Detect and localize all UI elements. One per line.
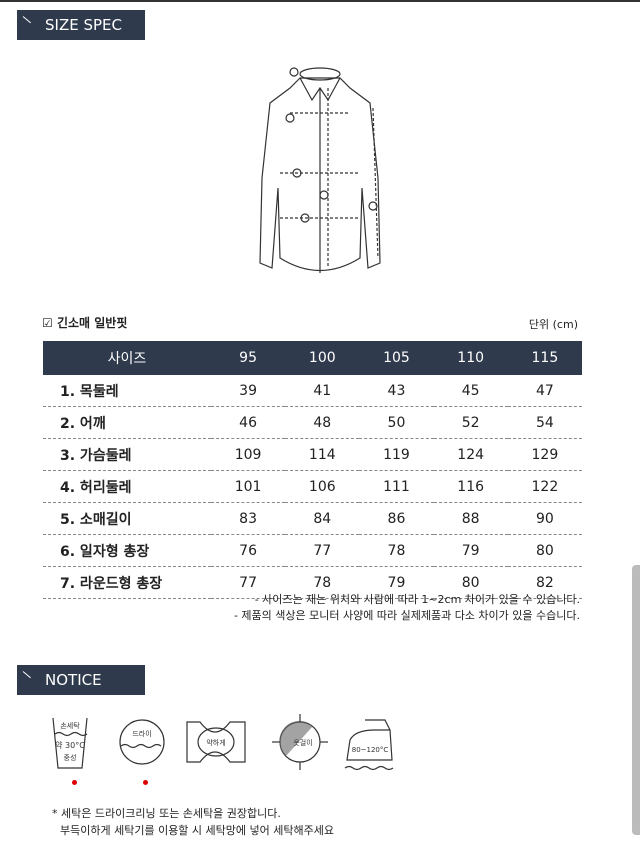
scrollbar[interactable] bbox=[632, 565, 640, 835]
hanger-dry-icon: 옷걸이 bbox=[272, 714, 328, 770]
table-row: 4. 허리둘레 101 106 111 116 122 bbox=[43, 470, 582, 503]
cell-value: 79 bbox=[433, 534, 508, 567]
table-row: 7. 라운드형 총장 77 78 79 80 82 bbox=[43, 566, 582, 599]
note: - 사이즈는 재는 위치와 사람에 따라 1~2cm 차이가 있을 수 있습니다… bbox=[254, 593, 580, 606]
table-row: 2. 어깨 46 48 50 52 54 bbox=[43, 406, 582, 439]
table-row: 1. 목둘레 39 41 43 45 47 bbox=[43, 375, 582, 407]
hand-wash-label: 손세탁 bbox=[60, 721, 80, 730]
column-header: 사이즈 bbox=[43, 341, 211, 375]
cell-value: 109 bbox=[211, 438, 286, 471]
recommended-dot bbox=[72, 780, 77, 785]
slash-icon bbox=[22, 16, 31, 24]
cell-value: 111 bbox=[359, 470, 434, 503]
iron-label: 80~120°C bbox=[352, 746, 389, 754]
cell-value: 129 bbox=[507, 438, 582, 471]
row-label: 2. 어깨 bbox=[43, 406, 211, 439]
cell-value: 124 bbox=[433, 438, 508, 471]
iron-icon: 80~120°C bbox=[344, 719, 394, 771]
column-header: 110 bbox=[433, 341, 508, 375]
table-row: 3. 가슴둘레 109 114 119 124 129 bbox=[43, 438, 582, 471]
size-notes: - 사이즈는 재는 위치와 사람에 따라 1~2cm 차이가 있을 수 있습니다… bbox=[234, 592, 580, 624]
cell-value: 116 bbox=[433, 470, 508, 503]
cell-value: 47 bbox=[507, 375, 582, 407]
cell-value: 78 bbox=[359, 534, 434, 567]
cell-value: 82 bbox=[507, 566, 582, 599]
care-line: 부득이하게 세탁기를 이용할 시 세탁망에 넣어 세탁해주세요 bbox=[60, 824, 334, 837]
recommended-dot bbox=[143, 780, 148, 785]
cell-value: 106 bbox=[285, 470, 360, 503]
cell-value: 45 bbox=[433, 375, 508, 407]
note: - 제품의 색상은 모니터 사양에 따라 실제제품과 다소 차이가 있을 수습니… bbox=[233, 609, 580, 622]
cell-value: 119 bbox=[359, 438, 434, 471]
table-header-row: 사이즈 95 100 105 110 115 bbox=[43, 341, 582, 375]
cell-value: 86 bbox=[359, 502, 434, 535]
cell-value: 77 bbox=[211, 566, 286, 599]
cell-value: 84 bbox=[285, 502, 360, 535]
unit-label: 단위 (cm) bbox=[528, 318, 578, 331]
hand-wash-icon: 손세탁 약 30°C 중성 bbox=[52, 717, 88, 769]
cell-value: 80 bbox=[507, 534, 582, 567]
row-label: 3. 가슴둘레 bbox=[43, 438, 211, 471]
cell-value: 43 bbox=[359, 375, 434, 407]
fit-subtitle: ☑ 긴소매 일반핏 bbox=[42, 316, 128, 330]
row-label: 5. 소매길이 bbox=[43, 502, 211, 535]
cell-value: 79 bbox=[359, 566, 434, 599]
hanger-label: 옷걸이 bbox=[293, 738, 312, 747]
column-header: 105 bbox=[359, 341, 434, 375]
row-label: 6. 일자형 총장 bbox=[43, 534, 211, 567]
cell-value: 39 bbox=[211, 375, 286, 407]
care-instructions: * 세탁은 드라이크리닝 또는 손세탁을 권장합니다. 부득이하게 세탁기를 이… bbox=[52, 805, 334, 839]
cell-value: 54 bbox=[507, 406, 582, 439]
column-header: 115 bbox=[507, 341, 582, 375]
cell-value: 50 bbox=[359, 406, 434, 439]
shirt-diagram bbox=[259, 67, 381, 273]
table-row: 5. 소매길이 83 84 86 88 90 bbox=[43, 502, 582, 535]
care-icons: 손세탁 약 30°C 중성 드라이 약하게 옷걸이 80~120°C bbox=[52, 714, 394, 771]
cell-value: 83 bbox=[211, 502, 286, 535]
cell-value: 80 bbox=[433, 566, 508, 599]
size-spec-header: SIZE SPEC bbox=[17, 10, 145, 40]
subtitle-text: 긴소매 일반핏 bbox=[56, 316, 128, 330]
cell-value: 52 bbox=[433, 406, 508, 439]
dry-label: 드라이 bbox=[132, 729, 151, 738]
cell-value: 101 bbox=[211, 470, 286, 503]
notice-title: NOTICE bbox=[45, 671, 102, 689]
cell-value: 77 bbox=[285, 534, 360, 567]
row-label: 1. 목둘레 bbox=[43, 375, 211, 407]
gentle-label: 약하게 bbox=[206, 738, 225, 747]
cell-value: 90 bbox=[507, 502, 582, 535]
cell-value: 76 bbox=[211, 534, 286, 567]
cell-value: 114 bbox=[285, 438, 360, 471]
hand-temp-label: 약 30°C bbox=[55, 740, 85, 750]
table-row: 6. 일자형 총장 76 77 78 79 80 bbox=[43, 534, 582, 567]
notice-header: NOTICE bbox=[17, 665, 145, 695]
row-label: 4. 허리둘레 bbox=[43, 470, 211, 503]
cell-value: 78 bbox=[285, 566, 360, 599]
dry-clean-icon: 드라이 bbox=[119, 719, 165, 765]
top-divider bbox=[0, 0, 640, 2]
slash-icon bbox=[22, 671, 31, 679]
column-header: 95 bbox=[211, 341, 286, 375]
care-line: * 세탁은 드라이크리닝 또는 손세탁을 권장합니다. bbox=[52, 807, 281, 820]
gentle-wring-icon: 약하게 bbox=[186, 721, 246, 763]
cell-value: 48 bbox=[285, 406, 360, 439]
hand-neutral-label: 중성 bbox=[64, 753, 77, 762]
column-header: 100 bbox=[285, 341, 360, 375]
cell-value: 88 bbox=[433, 502, 508, 535]
size-spec-title: SIZE SPEC bbox=[45, 16, 122, 34]
cell-value: 46 bbox=[211, 406, 286, 439]
cell-value: 41 bbox=[285, 375, 360, 407]
size-table: 사이즈 95 100 105 110 115 1. 목둘레 39 41 43 45 47 2. 어깨 4… bbox=[43, 341, 582, 599]
cell-value: 122 bbox=[507, 470, 582, 503]
row-label: 7. 라운드형 총장 bbox=[43, 566, 211, 599]
